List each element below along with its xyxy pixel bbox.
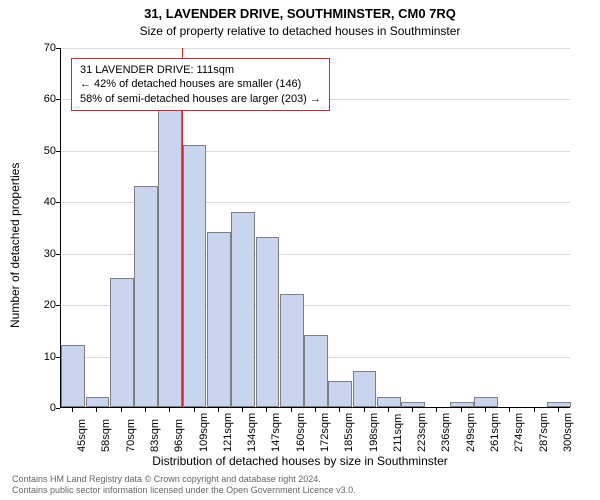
y-tick-label: 0 — [16, 402, 56, 414]
x-tick-label: 70sqm — [125, 419, 137, 452]
y-tick-mark — [56, 408, 60, 409]
x-tick-label: 274sqm — [513, 413, 525, 452]
y-tick-mark — [56, 48, 60, 49]
x-tick-mark — [509, 408, 510, 412]
x-tick-mark — [315, 408, 316, 412]
x-tick-mark — [436, 408, 437, 412]
grid-line — [61, 48, 570, 49]
y-tick-mark — [56, 305, 60, 306]
x-tick-mark — [145, 408, 146, 412]
y-tick-label: 30 — [16, 248, 56, 260]
chart-title-sub: Size of property relative to detached ho… — [0, 24, 600, 38]
x-tick-mark — [461, 408, 462, 412]
x-tick-mark — [72, 408, 73, 412]
y-tick-mark — [56, 357, 60, 358]
x-tick-label: 198sqm — [368, 413, 380, 452]
info-box: 31 LAVENDER DRIVE: 111sqm ← 42% of detac… — [71, 58, 330, 111]
x-tick-label: 261sqm — [489, 413, 501, 452]
x-tick-label: 45sqm — [76, 419, 88, 452]
y-tick-mark — [56, 254, 60, 255]
y-tick-mark — [56, 99, 60, 100]
x-tick-label: 147sqm — [270, 413, 282, 452]
x-tick-label: 223sqm — [416, 413, 428, 452]
x-tick-label: 83sqm — [149, 419, 161, 452]
y-tick-label: 50 — [16, 145, 56, 157]
histogram-bar — [377, 397, 401, 407]
x-tick-label: 211sqm — [392, 414, 404, 452]
x-tick-label: 172sqm — [319, 413, 331, 452]
x-tick-label: 287sqm — [538, 413, 550, 452]
x-tick-label: 109sqm — [198, 413, 210, 452]
y-tick-label: 70 — [16, 42, 56, 54]
x-tick-mark — [242, 408, 243, 412]
histogram-bar — [183, 145, 207, 407]
histogram-bar — [328, 381, 352, 407]
x-tick-mark — [558, 408, 559, 412]
histogram-bar — [110, 278, 134, 407]
y-tick-label: 20 — [16, 299, 56, 311]
x-tick-mark — [412, 408, 413, 412]
footer-line-2: Contains public sector information licen… — [12, 485, 356, 496]
x-tick-label: 96sqm — [173, 419, 185, 452]
y-tick-label: 60 — [16, 93, 56, 105]
x-axis-label: Distribution of detached houses by size … — [0, 454, 600, 468]
x-tick-mark — [339, 408, 340, 412]
histogram-bar — [353, 371, 377, 407]
histogram-bar — [547, 402, 571, 407]
info-line-1: 31 LAVENDER DRIVE: 111sqm — [80, 63, 321, 77]
x-tick-label: 236sqm — [440, 413, 452, 452]
x-tick-label: 160sqm — [295, 413, 307, 452]
info-line-3: 58% of semi-detached houses are larger (… — [80, 92, 321, 106]
chart-title-main: 31, LAVENDER DRIVE, SOUTHMINSTER, CM0 7R… — [0, 6, 600, 21]
x-tick-mark — [218, 408, 219, 412]
plot-area: 31 LAVENDER DRIVE: 111sqm ← 42% of detac… — [60, 48, 570, 408]
histogram-bar — [61, 345, 85, 407]
footer-line-1: Contains HM Land Registry data © Crown c… — [12, 474, 356, 485]
x-tick-mark — [169, 408, 170, 412]
x-tick-label: 134sqm — [246, 413, 258, 452]
y-tick-mark — [56, 151, 60, 152]
histogram-bar — [231, 212, 255, 407]
histogram-bar — [158, 109, 182, 407]
x-tick-label: 58sqm — [100, 419, 112, 452]
histogram-bar — [256, 237, 280, 407]
histogram-bar — [134, 186, 158, 407]
x-tick-mark — [96, 408, 97, 412]
histogram-bar — [474, 397, 498, 407]
x-tick-label: 121sqm — [222, 413, 234, 452]
x-tick-label: 249sqm — [465, 413, 477, 452]
x-tick-mark — [534, 408, 535, 412]
y-tick-mark — [56, 202, 60, 203]
histogram-bar — [304, 335, 328, 407]
histogram-bar — [280, 294, 304, 407]
y-tick-label: 10 — [16, 351, 56, 363]
histogram-bar — [450, 402, 474, 407]
x-tick-mark — [121, 408, 122, 412]
info-line-2: ← 42% of detached houses are smaller (14… — [80, 77, 321, 91]
x-tick-mark — [364, 408, 365, 412]
histogram-bar — [86, 397, 110, 407]
histogram-bar — [207, 232, 231, 407]
histogram-bar — [401, 402, 425, 407]
grid-line — [61, 151, 570, 152]
x-tick-mark — [485, 408, 486, 412]
x-tick-mark — [194, 408, 195, 412]
x-tick-mark — [266, 408, 267, 412]
attribution-footer: Contains HM Land Registry data © Crown c… — [12, 474, 356, 497]
x-tick-label: 300sqm — [562, 413, 574, 452]
histogram-chart: 31, LAVENDER DRIVE, SOUTHMINSTER, CM0 7R… — [0, 0, 600, 500]
x-tick-mark — [388, 408, 389, 412]
y-tick-label: 40 — [16, 196, 56, 208]
x-tick-mark — [291, 408, 292, 412]
x-tick-label: 185sqm — [343, 413, 355, 452]
